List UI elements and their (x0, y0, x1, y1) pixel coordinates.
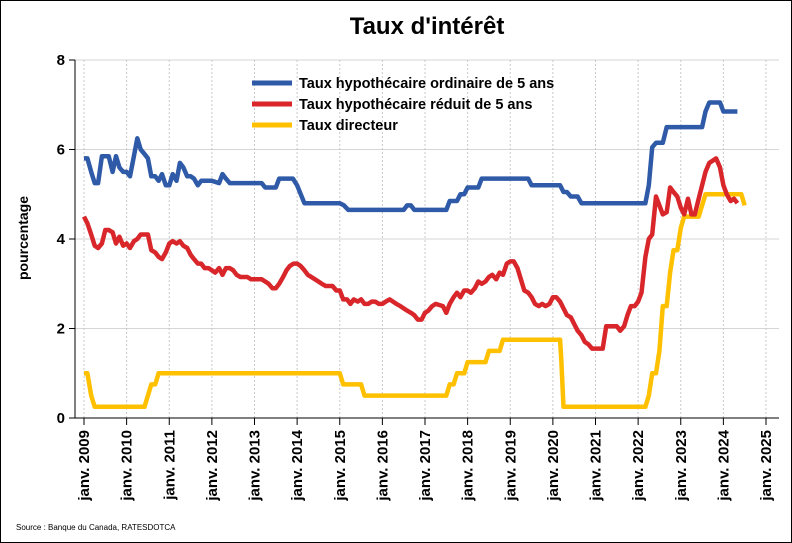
series-lines (81, 100, 747, 410)
x-tick-label: janv. 2019 (502, 430, 519, 502)
x-tick-label: janv. 2011 (161, 430, 178, 501)
series-line-0 (84, 100, 738, 213)
x-tick-label: janv. 2016 (374, 430, 391, 502)
y-tick-label: 4 (57, 231, 66, 248)
y-axis-label: pourcentage (15, 196, 31, 280)
x-tick-label: janv. 2014 (289, 429, 306, 501)
gridlines (75, 59, 779, 418)
y-tick-label: 6 (57, 142, 65, 159)
y-tick-label: 0 (57, 410, 65, 427)
axes: 0 2 4 6 8 janv. 2009 janv. 2010 janv. 2011 janv.… (57, 52, 779, 502)
legend-label: Taux directeur (299, 118, 398, 134)
chart-title: Taux d'intérêt (350, 13, 505, 40)
x-tick-label: janv. 2021 (588, 430, 605, 502)
x-tick-label: janv. 2010 (119, 430, 136, 502)
y-tick-label: 8 (57, 52, 65, 69)
x-tick-label: janv. 2025 (758, 430, 775, 502)
x-tick-label: janv. 2013 (247, 430, 264, 502)
x-tick-label: janv. 2015 (332, 430, 349, 502)
x-tick-label: janv. 2017 (417, 430, 434, 502)
legend-label: Taux hypothécaire réduit de 5 ans (299, 97, 532, 113)
legend: Taux hypothécaire ordinaire de 5 ans Taux… (252, 76, 554, 134)
source-note: Source : Banque du Canada, RATESDOTCA (16, 523, 176, 532)
y-tick-label: 2 (57, 321, 65, 338)
x-tick-label: janv. 2023 (673, 430, 690, 502)
x-tick-label: janv. 2022 (630, 430, 647, 502)
x-tick-label: janv. 2012 (204, 430, 221, 502)
series-line-2 (84, 192, 747, 410)
series-line-1 (81, 156, 740, 351)
x-tick-label: janv. 2020 (545, 430, 562, 502)
legend-label: Taux hypothécaire ordinaire de 5 ans (299, 76, 554, 92)
x-tick-label: janv. 2009 (76, 430, 93, 502)
x-tick-label: janv. 2018 (460, 430, 477, 502)
x-tick-label: janv. 2024 (715, 429, 732, 501)
